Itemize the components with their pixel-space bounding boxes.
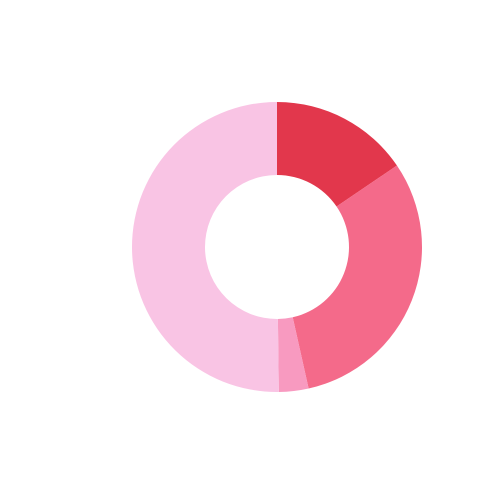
donut-slice-1	[277, 102, 397, 207]
donut-slice-2	[292, 165, 423, 389]
donut-slice-4	[132, 102, 279, 392]
donut-slice-3	[277, 317, 309, 392]
donut-slices	[132, 102, 423, 392]
